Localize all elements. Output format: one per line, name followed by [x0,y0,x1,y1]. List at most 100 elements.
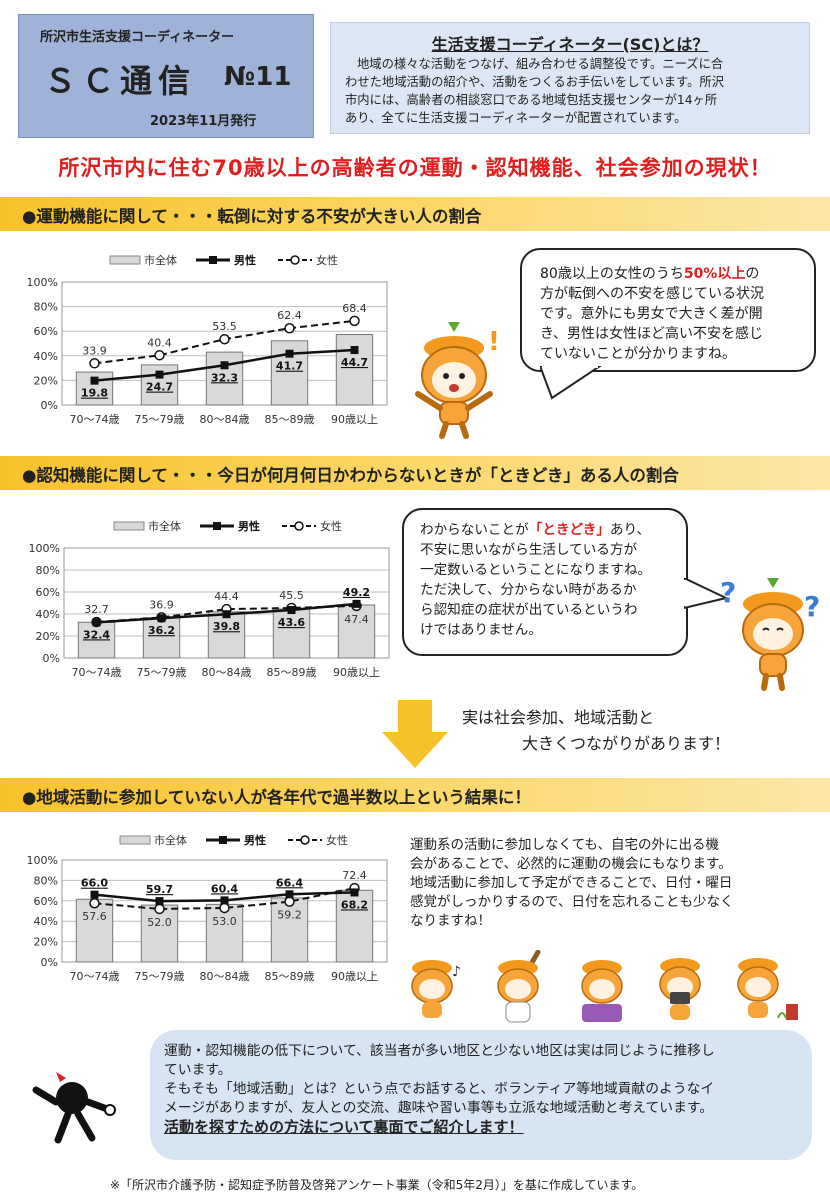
info-line: ています。 [164,1062,232,1078]
mascot-crafts-illustration [581,960,623,1022]
y-tick-label: 60% [34,895,58,908]
y-tick-label: 60% [36,586,60,599]
section3-band: ●地域活動に参加していない人が各年代で過半数以上という結果に！ [0,778,830,812]
info-text: 運動・認知機能の低下について、該当者が多い地区と少ない地区は実は同じように推移し… [164,1042,804,1137]
mascot-activities-illustration: ♪ [411,950,798,1023]
y-tick-label: 40% [34,915,58,928]
mascot-camera-illustration [659,958,701,1020]
y-tick-label: 80% [34,301,58,314]
bar [335,889,374,963]
issue-date: 2023年11月発行 [150,114,257,129]
sc-intro-line: 地域の様々な活動をつなげ、組み合わせる調整役です。ニーズに合 [357,57,724,71]
bar [337,604,376,659]
mascot-baseball-illustration [497,950,541,1023]
speech-bubble-2 [402,508,688,656]
footnote: ※「所沢市介護予防・認知症予防普及啓発アンケート事業（令和5年2月）」を基に作成… [110,1178,644,1192]
y-tick-label: 100% [27,276,58,289]
point-men [350,888,359,897]
data-label-men: 49.2 [343,586,370,599]
info-box: 運動・認知機能の低下について、該当者が多い地区と少ない地区は実は同じように推移し… [150,1030,812,1160]
bubble-2-line: ら認知症の症状が出ているというわ [420,602,638,618]
data-label-men: 32.3 [211,371,238,384]
mascot-gardening-illustration [737,958,798,1020]
data-label-women: 32.7 [84,603,109,616]
x-tick-label: 80～84歳 [202,666,252,679]
info-line: そもそも「地域活動」とは？という点でお話すると、ボランティア等地域貢献のようなイ [164,1081,715,1097]
section3-line: 運動系の活動に参加しなくても、自宅の外に出る機 [410,837,720,853]
legend-label: 男性 [244,833,266,847]
x-tick-label: 70～74歳 [72,666,122,679]
point-women [219,333,230,345]
chart-no-participation: 市全体 男性 女性 0% 20% 40% 60% 80% 100% 66.0 59.7 60.4 66.… [27,833,388,983]
data-label-women: 33.9 [82,344,107,357]
data-label-men: 39.8 [213,620,240,633]
data-label-men: 60.4 [211,882,238,895]
x-tick-label: 80～84歳 [200,970,250,983]
data-label-men: 44.7 [341,356,368,369]
x-tick-label: 75～79歳 [137,666,187,679]
point-men [155,897,164,906]
x-tick-label: 85～89歳 [267,666,317,679]
bubble-1-line: ていないことが分かりますね。 [540,346,736,362]
x-tick-label: 85～89歳 [265,970,315,983]
section3-heading: ●地域活動に参加していない人が各年代で過半数以上という結果に！ [22,788,531,807]
point-men [90,376,99,385]
chart-legend: 市全体 男性 女性 [119,833,348,847]
legend-swatch [119,835,151,845]
x-tick-label: 85～89歳 [265,413,315,426]
section3-paragraph: 運動系の活動に参加しなくても、自宅の外に出る機 会があることで、必然的に運動の機… [410,836,810,931]
legend-swatch [300,835,310,845]
bubble-1-line: です。意外にも男女で大きく差が開 [540,306,763,322]
point-women [219,902,230,914]
point-men [285,349,294,358]
legend-swatch [109,255,141,265]
y-tick-label: 40% [36,608,60,621]
section1-heading: ●運動機能に関して・・・転倒に対する不安が大きい人の割合 [22,207,482,226]
data-label-women: 72.4 [342,869,367,882]
data-label-men: 43.6 [278,616,305,629]
bubble-1-text: 80歳以上の女性のうち50%以上の 方が転倒への不安を感じている状況 です。意外… [540,264,810,364]
bubble-2-line: 一定数いるということになりますね。 [420,562,652,578]
legend-swatch [213,522,221,530]
newsletter-header [18,14,314,138]
section1-band: ●運動機能に関して・・・転倒に対する不安が大きい人の割合 [0,197,830,231]
point-men [220,896,229,905]
data-label-women: 40.4 [147,336,172,349]
data-label-women: 36.9 [149,598,174,611]
data-label-men: 66.0 [81,877,108,890]
data-label-men: 41.7 [276,360,303,373]
bar [77,621,116,659]
svg-text:?: ? [720,576,736,609]
chart-legend: 市全体 男性 女性 [109,253,338,267]
bubble-1-line: 80歳以上の女性のうち [540,266,684,282]
svg-text:?: ? [804,590,820,623]
bar [207,611,246,659]
bar [142,617,181,659]
data-label-men: 32.4 [83,628,110,641]
legend-swatch [209,256,217,264]
legend-label: 市全体 [154,833,187,847]
bubble-2-line: あり、 [609,522,651,538]
point-men [287,606,296,615]
mascot-music-illustration: ♪ [411,960,461,1018]
point-women [89,358,100,369]
point-men [157,614,166,623]
x-tick-label: 90歳以上 [333,666,380,679]
y-tick-label: 100% [27,854,58,867]
point-men [155,370,164,379]
data-label-men: 19.8 [81,387,108,400]
chart-legend: 市全体 男性 女性 [113,519,342,533]
sc-intro-line: わせた地域活動の紹介や、活動をつくるお手伝いをしています。所沢 [345,75,724,89]
sc-intro-line: あり、全てに生活支援コーディネーターが配置されています。 [345,111,687,125]
sc-intro-box: 生活支援コーディネーター(SC)とは？ 地域の様々な活動をつなげ、組み合わせる調… [330,22,810,134]
bubble-2-line: 不安に思いながら生活している方が [420,542,638,558]
legend-label: 女性 [316,253,338,267]
bubble-1-line: 方が転倒への不安を感じている状況 [540,286,764,302]
bar [270,897,309,963]
y-tick-label: 0% [43,652,60,665]
x-tick-label: 90歳以上 [331,970,378,983]
svg-text:!: ! [488,327,500,357]
section3-line: なりますね！ [410,913,491,929]
sc-intro-line: 市内には、高齢者の相談窓口である地域包括支援センターが14ヶ所 [345,93,718,107]
legend-label: 女性 [320,519,342,533]
